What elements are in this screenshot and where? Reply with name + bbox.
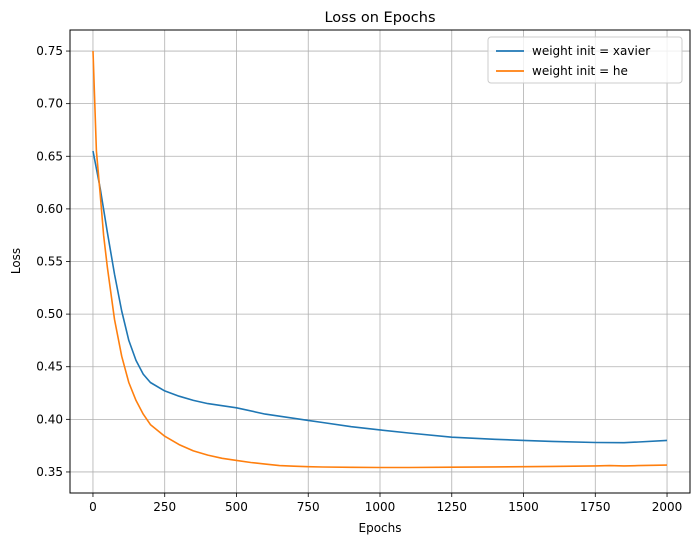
y-axis: 0.35 0.40 0.45 0.50 0.55 0.60 0.65 0.70 0.75 — [36, 44, 70, 479]
x-tick-label: 2000 — [652, 500, 683, 514]
series-line-1 — [92, 50, 668, 469]
y-tick-label: 0.70 — [36, 97, 63, 111]
series-line-0 — [92, 150, 668, 444]
y-tick-label: 0.50 — [36, 307, 63, 321]
legend-box — [487, 36, 683, 84]
x-axis-label: Epochs — [359, 521, 402, 535]
x-tick-label: 1750 — [580, 500, 611, 514]
y-tick-label: 0.40 — [36, 412, 63, 426]
x-tick-label: 1500 — [508, 500, 539, 514]
legend: weight init = xavier weight init = he — [487, 36, 683, 84]
series-layer — [92, 50, 668, 469]
y-tick-label: 0.45 — [36, 360, 63, 374]
y-axis-label: Loss — [9, 248, 23, 274]
x-tick-label: 250 — [153, 500, 176, 514]
y-tick-label: 0.55 — [36, 255, 63, 269]
chart-title: Loss on Epochs — [324, 10, 435, 26]
legend-label-1: weight init = he — [532, 64, 628, 78]
grid — [70, 30, 690, 493]
x-axis: 0 250 500 750 1000 1250 1500 1750 2000 — [89, 493, 682, 514]
legend-label-0: weight init = xavier — [532, 44, 650, 58]
y-tick-label: 0.65 — [36, 149, 63, 163]
y-tick-label: 0.60 — [36, 202, 63, 216]
x-tick-label: 0 — [89, 500, 97, 514]
x-tick-label: 1000 — [365, 500, 396, 514]
x-tick-label: 1250 — [436, 500, 467, 514]
y-tick-label: 0.35 — [36, 465, 63, 479]
y-tick-label: 0.75 — [36, 44, 63, 58]
x-tick-label: 750 — [297, 500, 320, 514]
x-tick-label: 500 — [225, 500, 248, 514]
